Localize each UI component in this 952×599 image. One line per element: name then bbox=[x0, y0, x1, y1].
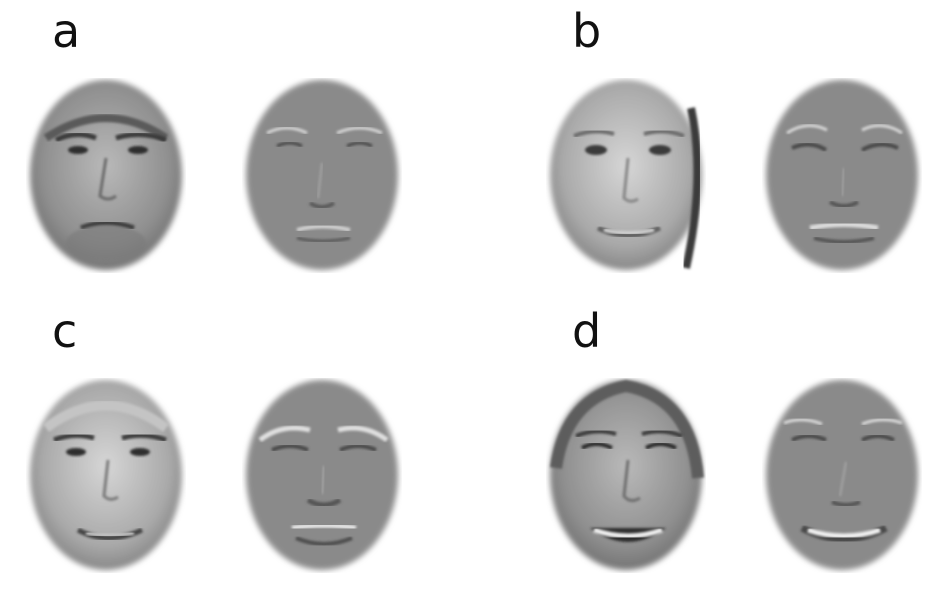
face-difference-map-icon bbox=[766, 80, 918, 270]
face-difference-map-icon bbox=[246, 80, 398, 270]
face-photo-b bbox=[546, 78, 706, 273]
panel-label-c: c bbox=[52, 304, 78, 358]
face-map-c bbox=[242, 378, 402, 573]
face-map-a bbox=[242, 78, 402, 273]
face-photo-c bbox=[26, 378, 186, 573]
panel-label-d: d bbox=[572, 304, 602, 358]
face-photo-man-stubble-icon bbox=[30, 80, 182, 270]
panel-label-b: b bbox=[572, 4, 602, 58]
face-photo-woman-laugh-icon bbox=[550, 379, 704, 570]
face-photo-man-smile-icon bbox=[30, 380, 182, 570]
face-photo-woman-smile-icon bbox=[550, 80, 702, 270]
face-photo-d bbox=[546, 378, 706, 573]
face-difference-map-icon bbox=[766, 380, 918, 570]
face-difference-map-icon bbox=[246, 380, 398, 570]
panel-label-a: a bbox=[52, 4, 81, 58]
face-map-d bbox=[762, 378, 922, 573]
face-map-b bbox=[762, 78, 922, 273]
face-photo-a bbox=[26, 78, 186, 273]
